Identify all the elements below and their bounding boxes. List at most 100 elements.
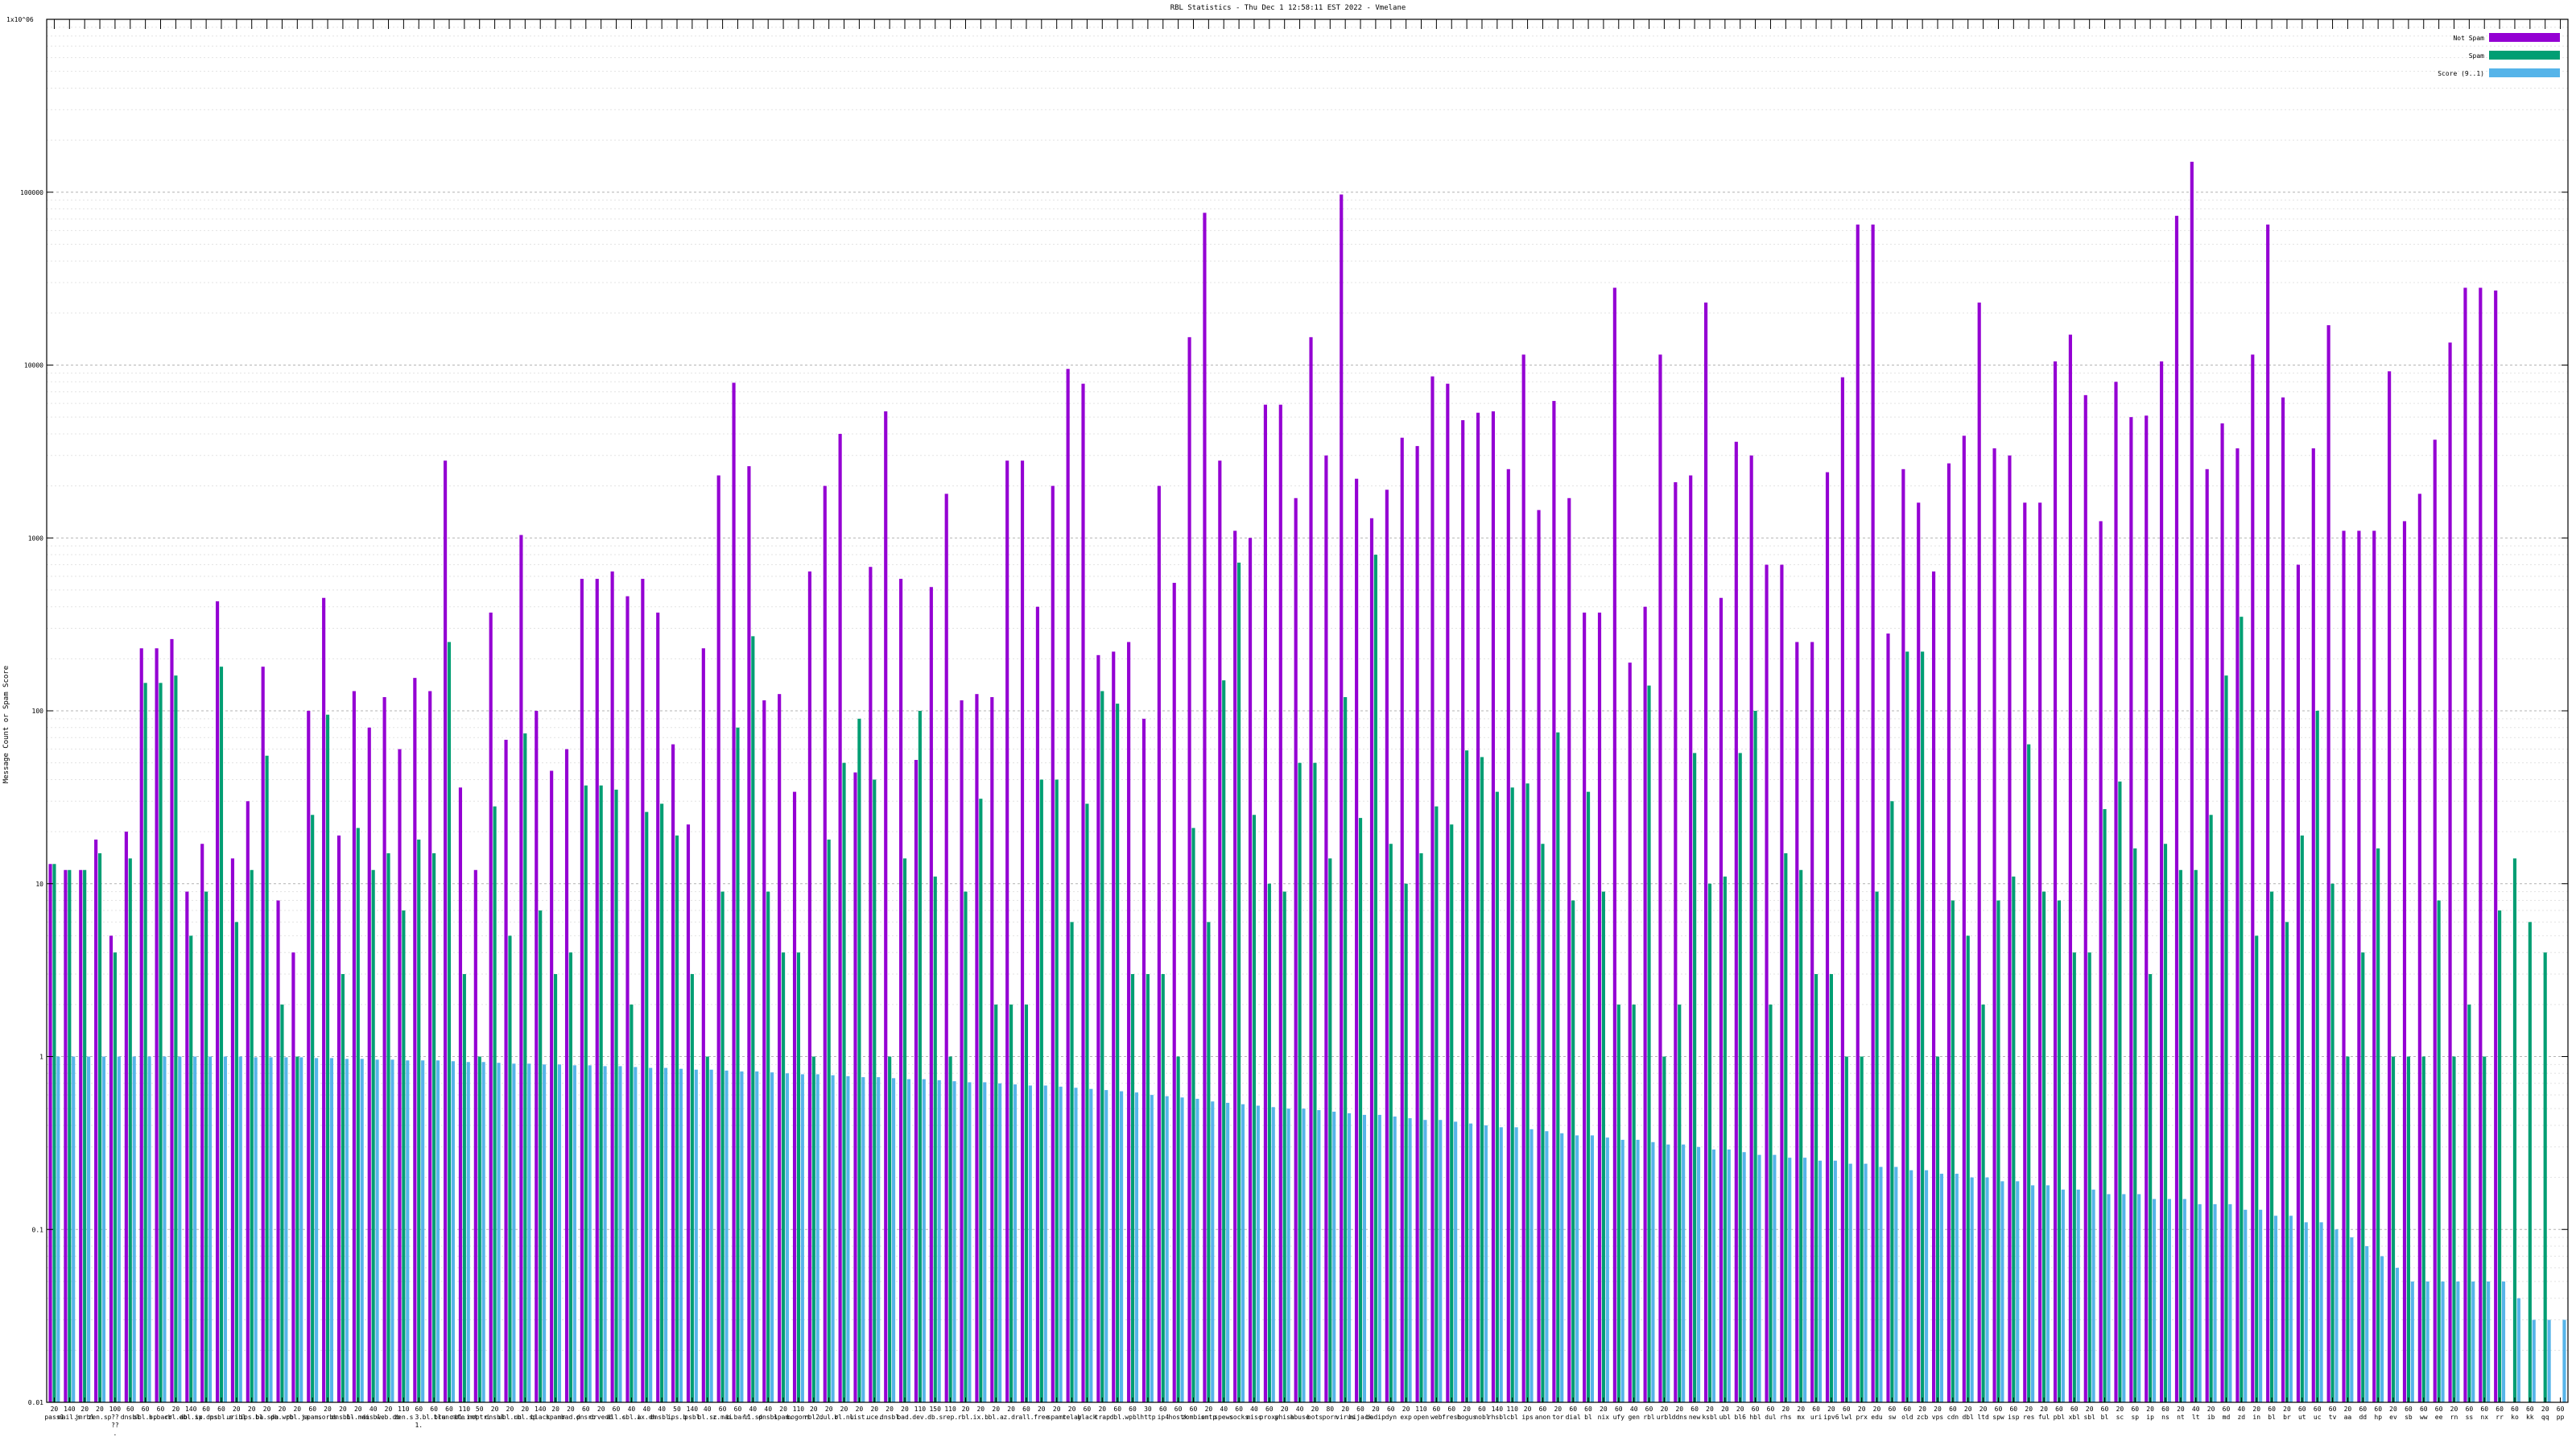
bar-score-9-1 [2198, 1203, 2202, 1402]
bar-spam [751, 636, 755, 1402]
bar-not-spam [2205, 469, 2209, 1402]
bar-spam [508, 935, 512, 1402]
x-tick-label: 60 b.barr [149, 1406, 172, 1421]
bar-spam [493, 806, 497, 1402]
bar-not-spam [2296, 564, 2300, 1402]
bar-not-spam [2463, 287, 2467, 1403]
bar-spam [2178, 869, 2182, 1402]
x-tick-label: 60 all.s [606, 1406, 625, 1421]
y-tick-label: 100000 [20, 189, 43, 196]
bar-spam [325, 714, 330, 1402]
x-tick-label: 20 sorbs [318, 1406, 337, 1421]
bar-score-9-1 [238, 1056, 242, 1402]
bar-score-9-1 [1879, 1166, 1883, 1402]
bar-spam [888, 1056, 892, 1402]
bar-score-9-1 [1271, 1107, 1275, 1402]
bar-not-spam [869, 567, 873, 1402]
x-tick-label: 150 db.s [927, 1406, 943, 1421]
x-tick-label: 60 dul [1765, 1406, 1777, 1421]
bar-spam [386, 852, 390, 1402]
x-tick-label: 60 sbl.sp [134, 1406, 157, 1421]
bar-not-spam [1977, 302, 1981, 1402]
y-tick-label: 10000 [24, 362, 43, 369]
bar-spam [1450, 824, 1454, 1402]
x-tick-label: 20 sc [2116, 1406, 2124, 1421]
bar-score-9-1 [1894, 1166, 1898, 1402]
x-tick-label: 20 ipv6 [1823, 1406, 1839, 1421]
bar-spam [1662, 1056, 1666, 1402]
bar-spam [1465, 750, 1469, 1402]
bar-not-spam [610, 571, 614, 1402]
bar-not-spam [489, 612, 493, 1402]
bar-score-9-1 [679, 1068, 683, 1402]
x-tick-label: 60 ut [2298, 1406, 2306, 1421]
bar-not-spam [1294, 497, 1298, 1402]
x-tick-label: 40 dnsbl [758, 1406, 778, 1421]
x-tick-label: 60 bl [1584, 1406, 1592, 1421]
bar-score-9-1 [56, 1056, 60, 1402]
x-tick-label: 20 ubl [1719, 1406, 1732, 1421]
bar-spam [1419, 852, 1423, 1402]
bar-score-9-1 [299, 1057, 303, 1402]
bar-not-spam [2326, 325, 2330, 1402]
bar-spam [1146, 974, 1150, 1402]
bar-score-9-1 [72, 1056, 76, 1402]
x-tick-label: 20 spam. [774, 1406, 793, 1421]
bar-not-spam [2266, 224, 2270, 1403]
bar-not-spam [1674, 482, 1678, 1402]
bar-score-9-1 [1134, 1092, 1138, 1402]
bar-score-9-1 [436, 1060, 440, 1402]
x-tick-label: 20 edu [1871, 1406, 1883, 1421]
bar-score-9-1 [1757, 1154, 1761, 1402]
bar-spam [356, 828, 360, 1402]
bar-spam [2103, 809, 2107, 1402]
x-tick-label: 60 socks [1229, 1406, 1249, 1421]
x-tick-label: 20 in [2252, 1406, 2260, 1421]
x-tick-label: 60 rr [2496, 1406, 2504, 1421]
bar-spam [280, 1004, 284, 1402]
x-tick-label: 60 dnsrb [576, 1406, 596, 1421]
x-tick-label: 80 porn [1323, 1406, 1338, 1421]
bar-spam [1009, 1004, 1013, 1402]
x-tick-label: 60 old [1901, 1406, 1913, 1421]
bar-score-9-1 [2076, 1189, 2080, 1402]
bar-score-9-1 [451, 1061, 455, 1402]
y-tick-label: 100 [32, 708, 44, 715]
x-tick-label: 40 abuse [1290, 1406, 1310, 1421]
x-tick-label: 20 dbl [1962, 1406, 1974, 1421]
x-tick-label: 20 rbl.sp [514, 1406, 537, 1421]
bar-spam [811, 1056, 815, 1402]
x-tick-label: 40 misc [1246, 1406, 1261, 1421]
bar-not-spam [291, 952, 295, 1402]
legend-label: Score (9..1) [2438, 70, 2484, 77]
x-tick-label: 20 free [1034, 1406, 1049, 1421]
bar-spam [265, 755, 269, 1402]
bar-score-9-1 [1666, 1144, 1670, 1402]
bar-not-spam [1141, 718, 1146, 1402]
bar-not-spam [656, 612, 660, 1402]
bar-score-9-1 [193, 1056, 197, 1402]
x-tick-label: 110 zen.s [394, 1406, 413, 1421]
bar-not-spam [2281, 397, 2285, 1403]
x-tick-label: 60 md [2223, 1406, 2231, 1421]
bar-spam [447, 642, 452, 1402]
bar-spam [553, 974, 558, 1402]
bar-score-9-1 [694, 1069, 698, 1402]
bar-score-9-1 [2532, 1319, 2536, 1402]
bar-score-9-1 [998, 1083, 1002, 1402]
x-tick-label: 20 dul.r [819, 1406, 839, 1421]
bar-spam [2421, 1056, 2425, 1402]
x-tick-label: 30 http [1140, 1406, 1155, 1421]
x-tick-label: 60 z.mai [713, 1406, 733, 1421]
bar-spam [2452, 1056, 2456, 1402]
bar-score-9-1 [1348, 1113, 1352, 1402]
x-tick-label: 20 rbl2. [804, 1406, 824, 1421]
bar-score-9-1 [1408, 1118, 1412, 1402]
legend-swatch [2489, 33, 2560, 42]
x-tick-label: 20 pass1 [44, 1406, 64, 1421]
bar-spam [1024, 1004, 1029, 1402]
bar-score-9-1 [1575, 1135, 1579, 1402]
bar-score-9-1 [406, 1060, 410, 1402]
bar-score-9-1 [1484, 1125, 1488, 1402]
x-tick-label: 20 tor [1552, 1406, 1564, 1421]
